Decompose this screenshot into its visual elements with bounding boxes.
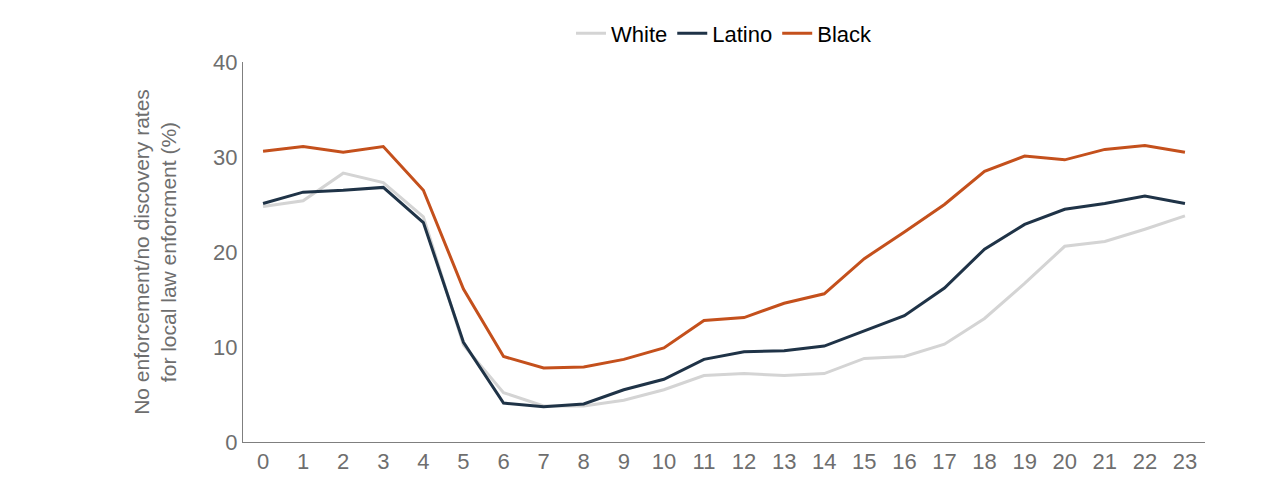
svg-text:10: 10: [213, 335, 237, 360]
svg-text:0: 0: [225, 430, 237, 455]
svg-text:Black: Black: [817, 22, 872, 47]
svg-text:White: White: [611, 22, 667, 47]
svg-text:20: 20: [1052, 449, 1076, 474]
svg-text:1: 1: [297, 449, 309, 474]
svg-text:No enforcement/no discovery ra: No enforcement/no discovery ratesfor loc…: [130, 89, 180, 415]
svg-text:21: 21: [1093, 449, 1117, 474]
svg-text:7: 7: [538, 449, 550, 474]
svg-text:22: 22: [1133, 449, 1157, 474]
svg-text:4: 4: [417, 449, 429, 474]
svg-text:30: 30: [213, 145, 237, 170]
svg-text:9: 9: [618, 449, 630, 474]
svg-text:23: 23: [1173, 449, 1197, 474]
svg-text:17: 17: [932, 449, 956, 474]
svg-text:11: 11: [693, 449, 716, 474]
svg-text:20: 20: [213, 240, 237, 265]
svg-text:12: 12: [732, 449, 756, 474]
svg-text:15: 15: [852, 449, 876, 474]
svg-text:3: 3: [377, 449, 389, 474]
svg-text:19: 19: [1012, 449, 1036, 474]
svg-text:8: 8: [578, 449, 590, 474]
svg-text:Latino: Latino: [712, 22, 772, 47]
svg-text:14: 14: [812, 449, 836, 474]
svg-text:2: 2: [337, 449, 349, 474]
svg-text:5: 5: [457, 449, 469, 474]
svg-text:10: 10: [652, 449, 676, 474]
svg-text:13: 13: [772, 449, 796, 474]
svg-text:16: 16: [892, 449, 916, 474]
svg-text:6: 6: [497, 449, 509, 474]
svg-text:18: 18: [972, 449, 996, 474]
svg-text:40: 40: [213, 50, 237, 75]
svg-text:0: 0: [257, 449, 269, 474]
